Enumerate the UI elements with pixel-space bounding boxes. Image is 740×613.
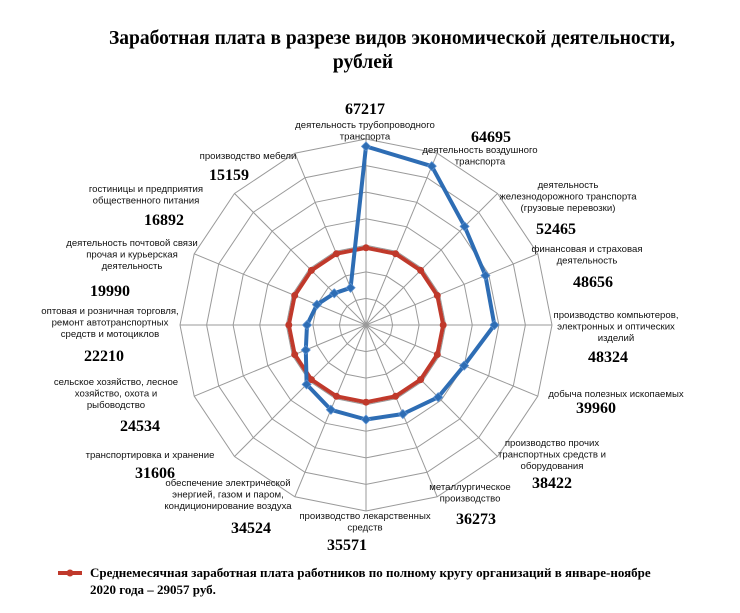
category-label: финансовая и страховая деятельность [531,244,642,267]
value-label: 48324 [588,349,628,366]
value-label: 35571 [327,537,367,554]
value-label: 31606 [135,465,175,482]
value-label: 34524 [231,520,271,537]
data-point [291,292,299,299]
data-point [433,351,441,358]
grid-spoke [365,253,538,326]
data-point [301,319,313,331]
category-label: производство компьютеров, электронных и о… [554,310,679,344]
data-point [433,292,441,299]
value-label: 48656 [573,274,613,291]
chart-title-line-2: рублей [333,52,393,73]
category-label: обеспечение электрической энергией, газом… [164,478,292,512]
data-point [459,360,470,371]
value-label: 22210 [84,348,124,365]
category-label: транспортировка и хранение [86,450,215,461]
grid-spoke [365,153,438,326]
data-point [439,321,447,329]
data-point [392,392,399,400]
data-point [333,250,340,258]
data-point [329,288,340,299]
series-layer [285,141,500,425]
category-label: деятельность железнодорожного транспорта(… [499,180,637,214]
value-label: 38422 [532,475,572,492]
grid-spoke [234,324,367,457]
data-point [360,141,372,152]
category-label: деятельность почтовой связи прочая и курь… [66,238,198,272]
grid-spoke [365,324,538,397]
data-point [307,376,315,384]
data-point [417,266,425,274]
legend: Среднемесячная заработная плата работник… [58,565,651,597]
value-label: 39960 [576,400,616,417]
data-point [397,408,408,420]
category-label: производство мебели [200,151,297,162]
data-point [426,161,437,172]
data-point [362,244,370,252]
data-point [433,392,444,403]
legend-marker [66,569,74,577]
category-labels: деятельность трубопроводного транспорта 67… [41,101,684,554]
grid-spoke [365,324,498,457]
category-label: производство лекарственных средств [299,511,431,534]
data-point [362,398,370,406]
data-point [489,319,500,331]
chart-title: Заработная плата в разрезе видов экономи… [109,28,675,49]
category-label: деятельность воздушного транспорта [422,145,537,168]
value-label: 67217 [345,101,385,118]
series-1 [285,244,447,406]
value-label: 15159 [209,167,249,184]
legend-text: Среднемесячная заработная плата работник… [90,565,651,597]
data-point [480,270,491,281]
data-point [301,379,312,390]
data-point [285,321,293,329]
category-label: производство прочих транспортных средств … [498,438,606,472]
grid-spoke [194,324,367,397]
data-point [345,282,356,293]
data-point [333,392,340,400]
category-label: оптовая и розничная торговля, ремонт авто… [41,306,178,340]
category-label: деятельность трубопроводного транспорта [295,120,435,143]
data-point [360,414,372,425]
data-point [459,221,470,232]
series-line [303,144,497,422]
data-point [325,404,336,415]
grid-spoke [294,153,367,326]
category-label: гостиницы и предприятия общественного пит… [89,184,203,207]
data-point [291,351,299,358]
data-point [417,376,425,384]
radar-grid [179,138,553,512]
value-label: 24534 [120,418,160,435]
value-label: 19990 [90,283,130,300]
value-label: 36273 [456,511,496,528]
data-point [307,266,315,274]
series-0 [300,141,500,425]
value-label: 16892 [144,212,184,229]
category-label: сельское хозяйство, лесное хозяйство, охо… [54,377,178,411]
category-label: металлургическое производство [429,482,510,505]
grid-spoke [234,193,367,326]
value-label: 64695 [471,129,511,146]
value-label: 52465 [536,221,576,238]
grid-spoke [194,253,367,326]
category-label: добыча полезных ископаемых [548,389,684,400]
data-point [300,344,311,356]
data-point [311,299,322,310]
data-point [392,250,399,258]
grid-spoke [365,193,498,326]
